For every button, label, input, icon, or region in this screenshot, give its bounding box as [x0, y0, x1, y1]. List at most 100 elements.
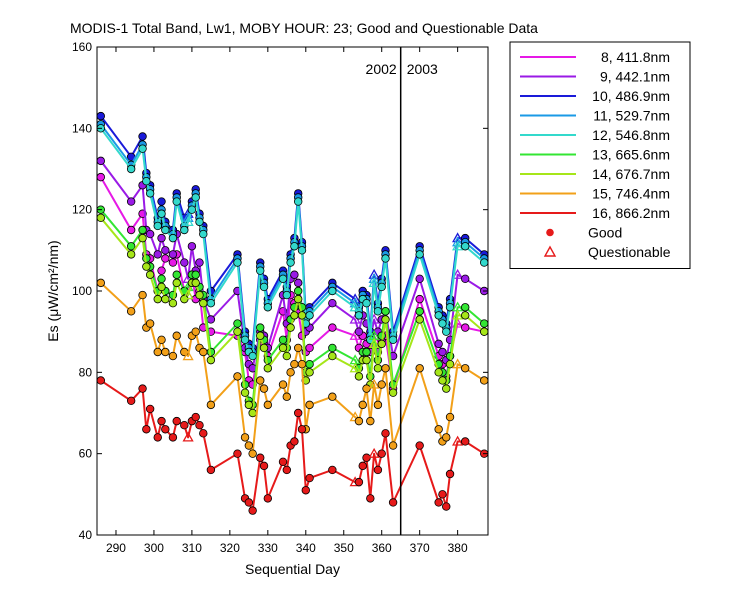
data-point — [278, 274, 288, 283]
data-point — [161, 246, 170, 255]
data-point — [278, 380, 288, 389]
x-tick-label: 380 — [448, 541, 468, 555]
data-point — [168, 299, 178, 308]
data-point — [126, 307, 136, 316]
data-point — [157, 335, 166, 344]
legend-label: 14, 676.7nm — [592, 166, 670, 182]
data-point — [388, 388, 398, 397]
questionable-point — [452, 435, 464, 446]
data-point — [415, 441, 424, 450]
data-point — [328, 323, 337, 332]
legend-label: Good — [588, 225, 622, 241]
data-point — [293, 408, 303, 418]
y-tick-label: 60 — [79, 447, 93, 461]
data-point — [138, 384, 147, 393]
data-point — [442, 502, 451, 511]
data-point — [233, 319, 242, 328]
data-point — [244, 400, 254, 410]
data-point — [461, 364, 470, 373]
data-point — [248, 351, 257, 361]
data-point — [373, 364, 383, 373]
data-point — [195, 217, 204, 227]
data-point — [328, 299, 337, 308]
data-point — [354, 416, 364, 426]
data-point — [157, 416, 166, 426]
questionable-point — [182, 216, 194, 227]
data-point — [199, 299, 208, 308]
data-point — [461, 274, 470, 283]
data-point — [256, 331, 265, 340]
data-point — [434, 498, 443, 507]
data-point — [263, 494, 273, 503]
legend-label: 8, 411.8nm — [601, 49, 670, 65]
plot-marks — [96, 111, 489, 515]
y-tick-label: 160 — [72, 40, 92, 54]
data-point — [172, 331, 181, 340]
data-point — [168, 233, 178, 243]
data-point — [240, 335, 250, 344]
data-point — [381, 307, 390, 316]
data-point — [305, 473, 314, 483]
data-point — [233, 372, 242, 381]
data-point — [388, 498, 398, 507]
data-point — [415, 364, 424, 373]
data-point — [305, 368, 314, 377]
data-point — [153, 433, 162, 442]
data-point — [180, 258, 189, 267]
data-point — [199, 429, 208, 438]
data-point — [153, 250, 162, 259]
data-point — [415, 250, 424, 259]
data-point — [354, 477, 364, 487]
data-point — [305, 343, 314, 353]
questionable-point — [452, 268, 464, 279]
questionable-point — [452, 240, 464, 251]
data-point — [142, 262, 151, 271]
legend-label: 9, 442.1nm — [600, 69, 670, 85]
data-point — [96, 376, 105, 385]
data-point — [206, 299, 216, 308]
y-tick-label: 140 — [72, 121, 92, 135]
data-point — [388, 335, 398, 344]
data-point — [157, 233, 166, 243]
data-point — [415, 274, 424, 283]
data-point — [191, 327, 200, 336]
data-point — [233, 258, 242, 267]
data-point — [415, 294, 424, 304]
questionable-point — [349, 362, 361, 373]
data-point — [297, 360, 307, 369]
data-point — [362, 347, 371, 357]
data-point — [282, 290, 292, 300]
data-point — [157, 266, 166, 275]
data-point — [161, 225, 170, 235]
data-point — [290, 360, 299, 369]
data-point — [286, 258, 295, 267]
data-point — [282, 465, 292, 475]
data-point — [438, 347, 447, 357]
year-label-2002: 2002 — [366, 61, 397, 77]
legend-label: 12, 546.8nm — [592, 127, 670, 143]
data-point — [388, 441, 398, 450]
data-point — [96, 156, 105, 166]
series-7 — [96, 213, 489, 418]
data-point — [199, 229, 208, 239]
questionable-point — [368, 277, 380, 288]
data-point — [96, 278, 105, 288]
data-point — [328, 343, 337, 353]
data-point — [138, 290, 147, 300]
data-point — [434, 425, 443, 434]
data-point — [445, 303, 455, 312]
data-point — [153, 221, 162, 231]
data-point — [153, 294, 162, 304]
data-point — [145, 319, 155, 328]
data-point — [180, 225, 189, 235]
data-point — [278, 457, 288, 466]
data-point — [415, 307, 424, 316]
data-point — [381, 364, 390, 373]
data-point — [157, 209, 166, 218]
questionable-point — [182, 350, 194, 361]
data-point — [172, 197, 181, 206]
data-point — [415, 315, 424, 324]
data-point — [244, 441, 254, 450]
data-point — [259, 282, 269, 292]
questionable-point — [368, 338, 380, 349]
